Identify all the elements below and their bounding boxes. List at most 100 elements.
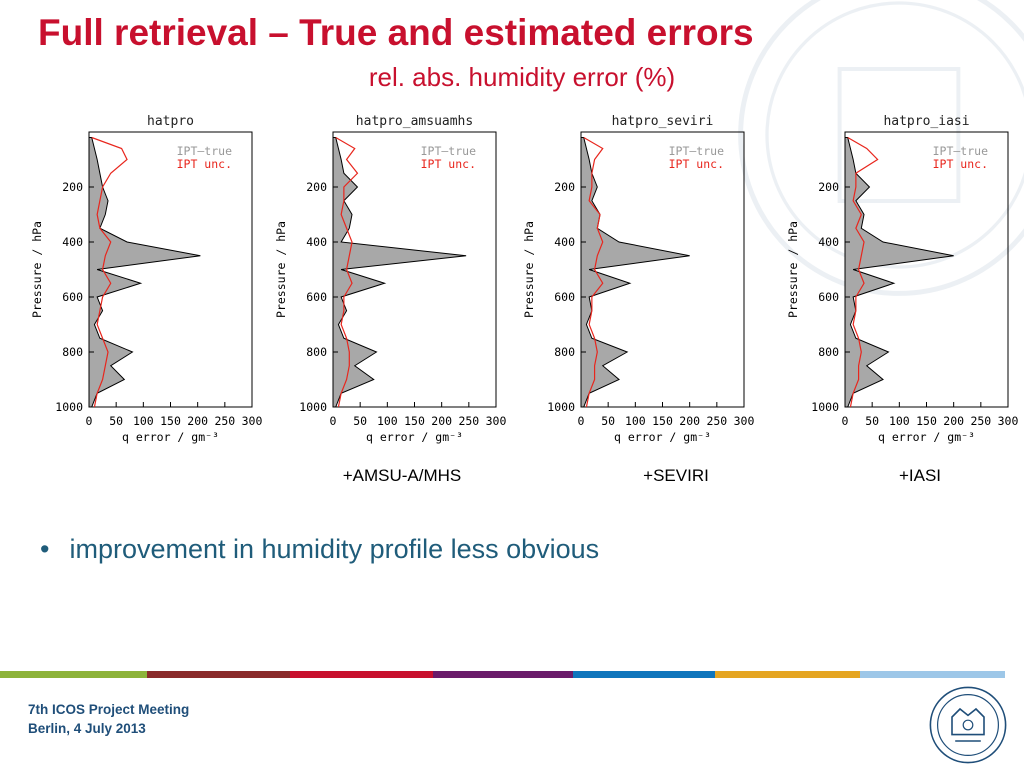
chart-title: hatpro <box>147 114 194 129</box>
x-tick-label: 50 <box>865 414 879 428</box>
chart-title: hatpro_iasi <box>883 114 969 129</box>
y-tick-label: 1000 <box>55 400 83 414</box>
series-ipt-true-area <box>580 137 690 408</box>
chart-title: hatpro_amsuamhs <box>356 114 473 129</box>
bullet-item: • improvement in humidity profile less ob… <box>40 534 599 565</box>
series-ipt-unc-line <box>335 136 359 408</box>
x-axis-label: q error / gm⁻³ <box>614 430 711 444</box>
x-axis-label: q error / gm⁻³ <box>366 430 463 444</box>
caption-iasi: +IASI <box>898 466 942 485</box>
y-tick-label: 400 <box>306 235 327 249</box>
x-tick-label: 150 <box>652 414 673 428</box>
x-tick-label: 100 <box>889 414 910 428</box>
footer-meeting: 7th ICOS Project Meeting <box>28 702 190 717</box>
x-tick-label: 50 <box>353 414 367 428</box>
x-tick-label: 150 <box>916 414 937 428</box>
y-axis-label: Pressure / hPa <box>274 221 288 318</box>
legend-ipt-unc: IPT unc. <box>933 157 988 171</box>
x-tick-label: 150 <box>404 414 425 428</box>
charts-row: hatpro 200 400 600 800 1000 0 50 100 150 200 250 300… <box>0 100 1024 460</box>
stripe-segment <box>433 671 573 678</box>
y-tick-label: 1000 <box>547 400 575 414</box>
stripe-segment <box>290 671 433 678</box>
x-tick-label: 0 <box>578 414 585 428</box>
x-tick-label: 100 <box>377 414 398 428</box>
y-tick-label: 400 <box>62 235 83 249</box>
y-tick-label: 200 <box>818 180 839 194</box>
x-tick-label: 0 <box>842 414 849 428</box>
y-tick-label: 800 <box>62 345 83 359</box>
series-ipt-unc-line <box>91 136 128 408</box>
y-tick-label: 800 <box>818 345 839 359</box>
footer-date: Berlin, 4 July 2013 <box>28 721 146 736</box>
x-tick-label: 300 <box>242 414 263 428</box>
x-tick-label: 0 <box>330 414 337 428</box>
x-tick-label: 150 <box>160 414 181 428</box>
y-tick-label: 800 <box>554 345 575 359</box>
x-tick-label: 100 <box>133 414 154 428</box>
bullet-dot: • <box>40 534 50 564</box>
x-tick-label: 200 <box>431 414 452 428</box>
plot-frame <box>88 131 253 408</box>
x-tick-label: 200 <box>943 414 964 428</box>
y-axis-label: Pressure / hPa <box>522 221 536 318</box>
legend-ipt-true: IPT–true <box>177 144 232 158</box>
x-tick-label: 200 <box>679 414 700 428</box>
caption-seviri: +SEVIRI <box>643 466 709 485</box>
legend-ipt-unc: IPT unc. <box>421 157 476 171</box>
legend-ipt-unc: IPT unc. <box>177 157 232 171</box>
x-tick-label: 0 <box>86 414 93 428</box>
university-seal-watermark <box>738 0 1024 296</box>
series-ipt-true-area <box>844 137 954 408</box>
y-tick-label: 400 <box>554 235 575 249</box>
x-tick-label: 300 <box>486 414 507 428</box>
y-tick-label: 600 <box>306 290 327 304</box>
x-axis-label: q error / gm⁻³ <box>122 430 219 444</box>
x-tick-label: 300 <box>734 414 755 428</box>
x-tick-label: 50 <box>601 414 615 428</box>
slide-title: Full retrieval – True and estimated erro… <box>38 12 754 53</box>
x-tick-label: 200 <box>187 414 208 428</box>
legend-ipt-true: IPT–true <box>421 144 476 158</box>
y-tick-label: 200 <box>306 180 327 194</box>
y-tick-label: 1000 <box>811 400 839 414</box>
caption-amsuamhs: +AMSU-A/MHS <box>342 466 462 485</box>
legend-ipt-true: IPT–true <box>669 144 724 158</box>
legend-ipt-unc: IPT unc. <box>669 157 724 171</box>
y-axis-label: Pressure / hPa <box>30 221 44 318</box>
x-tick-label: 250 <box>706 414 727 428</box>
bullet-text: improvement in humidity profile less obv… <box>69 534 600 564</box>
x-axis-label: q error / gm⁻³ <box>878 430 975 444</box>
chart-title: hatpro_seviri <box>612 114 714 129</box>
y-tick-label: 600 <box>818 290 839 304</box>
y-tick-label: 400 <box>818 235 839 249</box>
stripe-segment <box>715 671 860 678</box>
footer: 7th ICOS Project Meeting Berlin, 4 July … <box>28 700 189 738</box>
stripe-segment <box>860 671 1005 678</box>
x-tick-label: 50 <box>109 414 123 428</box>
y-tick-label: 200 <box>62 180 83 194</box>
stripe-segment <box>0 671 147 678</box>
x-tick-label: 100 <box>625 414 646 428</box>
plot-frame <box>844 131 1009 408</box>
series-ipt-unc-line <box>583 136 604 408</box>
stripe-segment <box>147 671 290 678</box>
stripe-segment <box>573 671 715 678</box>
x-tick-label: 250 <box>214 414 235 428</box>
y-tick-label: 1000 <box>299 400 327 414</box>
x-tick-label: 250 <box>970 414 991 428</box>
plot-frame <box>580 131 745 408</box>
y-axis-label: Pressure / hPa <box>786 221 800 318</box>
slide-subtitle: rel. abs. humidity error (%) <box>368 62 676 92</box>
y-tick-label: 600 <box>62 290 83 304</box>
x-tick-label: 300 <box>998 414 1019 428</box>
legend-ipt-true: IPT–true <box>933 144 988 158</box>
y-tick-label: 800 <box>306 345 327 359</box>
x-tick-label: 250 <box>458 414 479 428</box>
y-tick-label: 200 <box>554 180 575 194</box>
series-ipt-true-area <box>88 137 201 408</box>
